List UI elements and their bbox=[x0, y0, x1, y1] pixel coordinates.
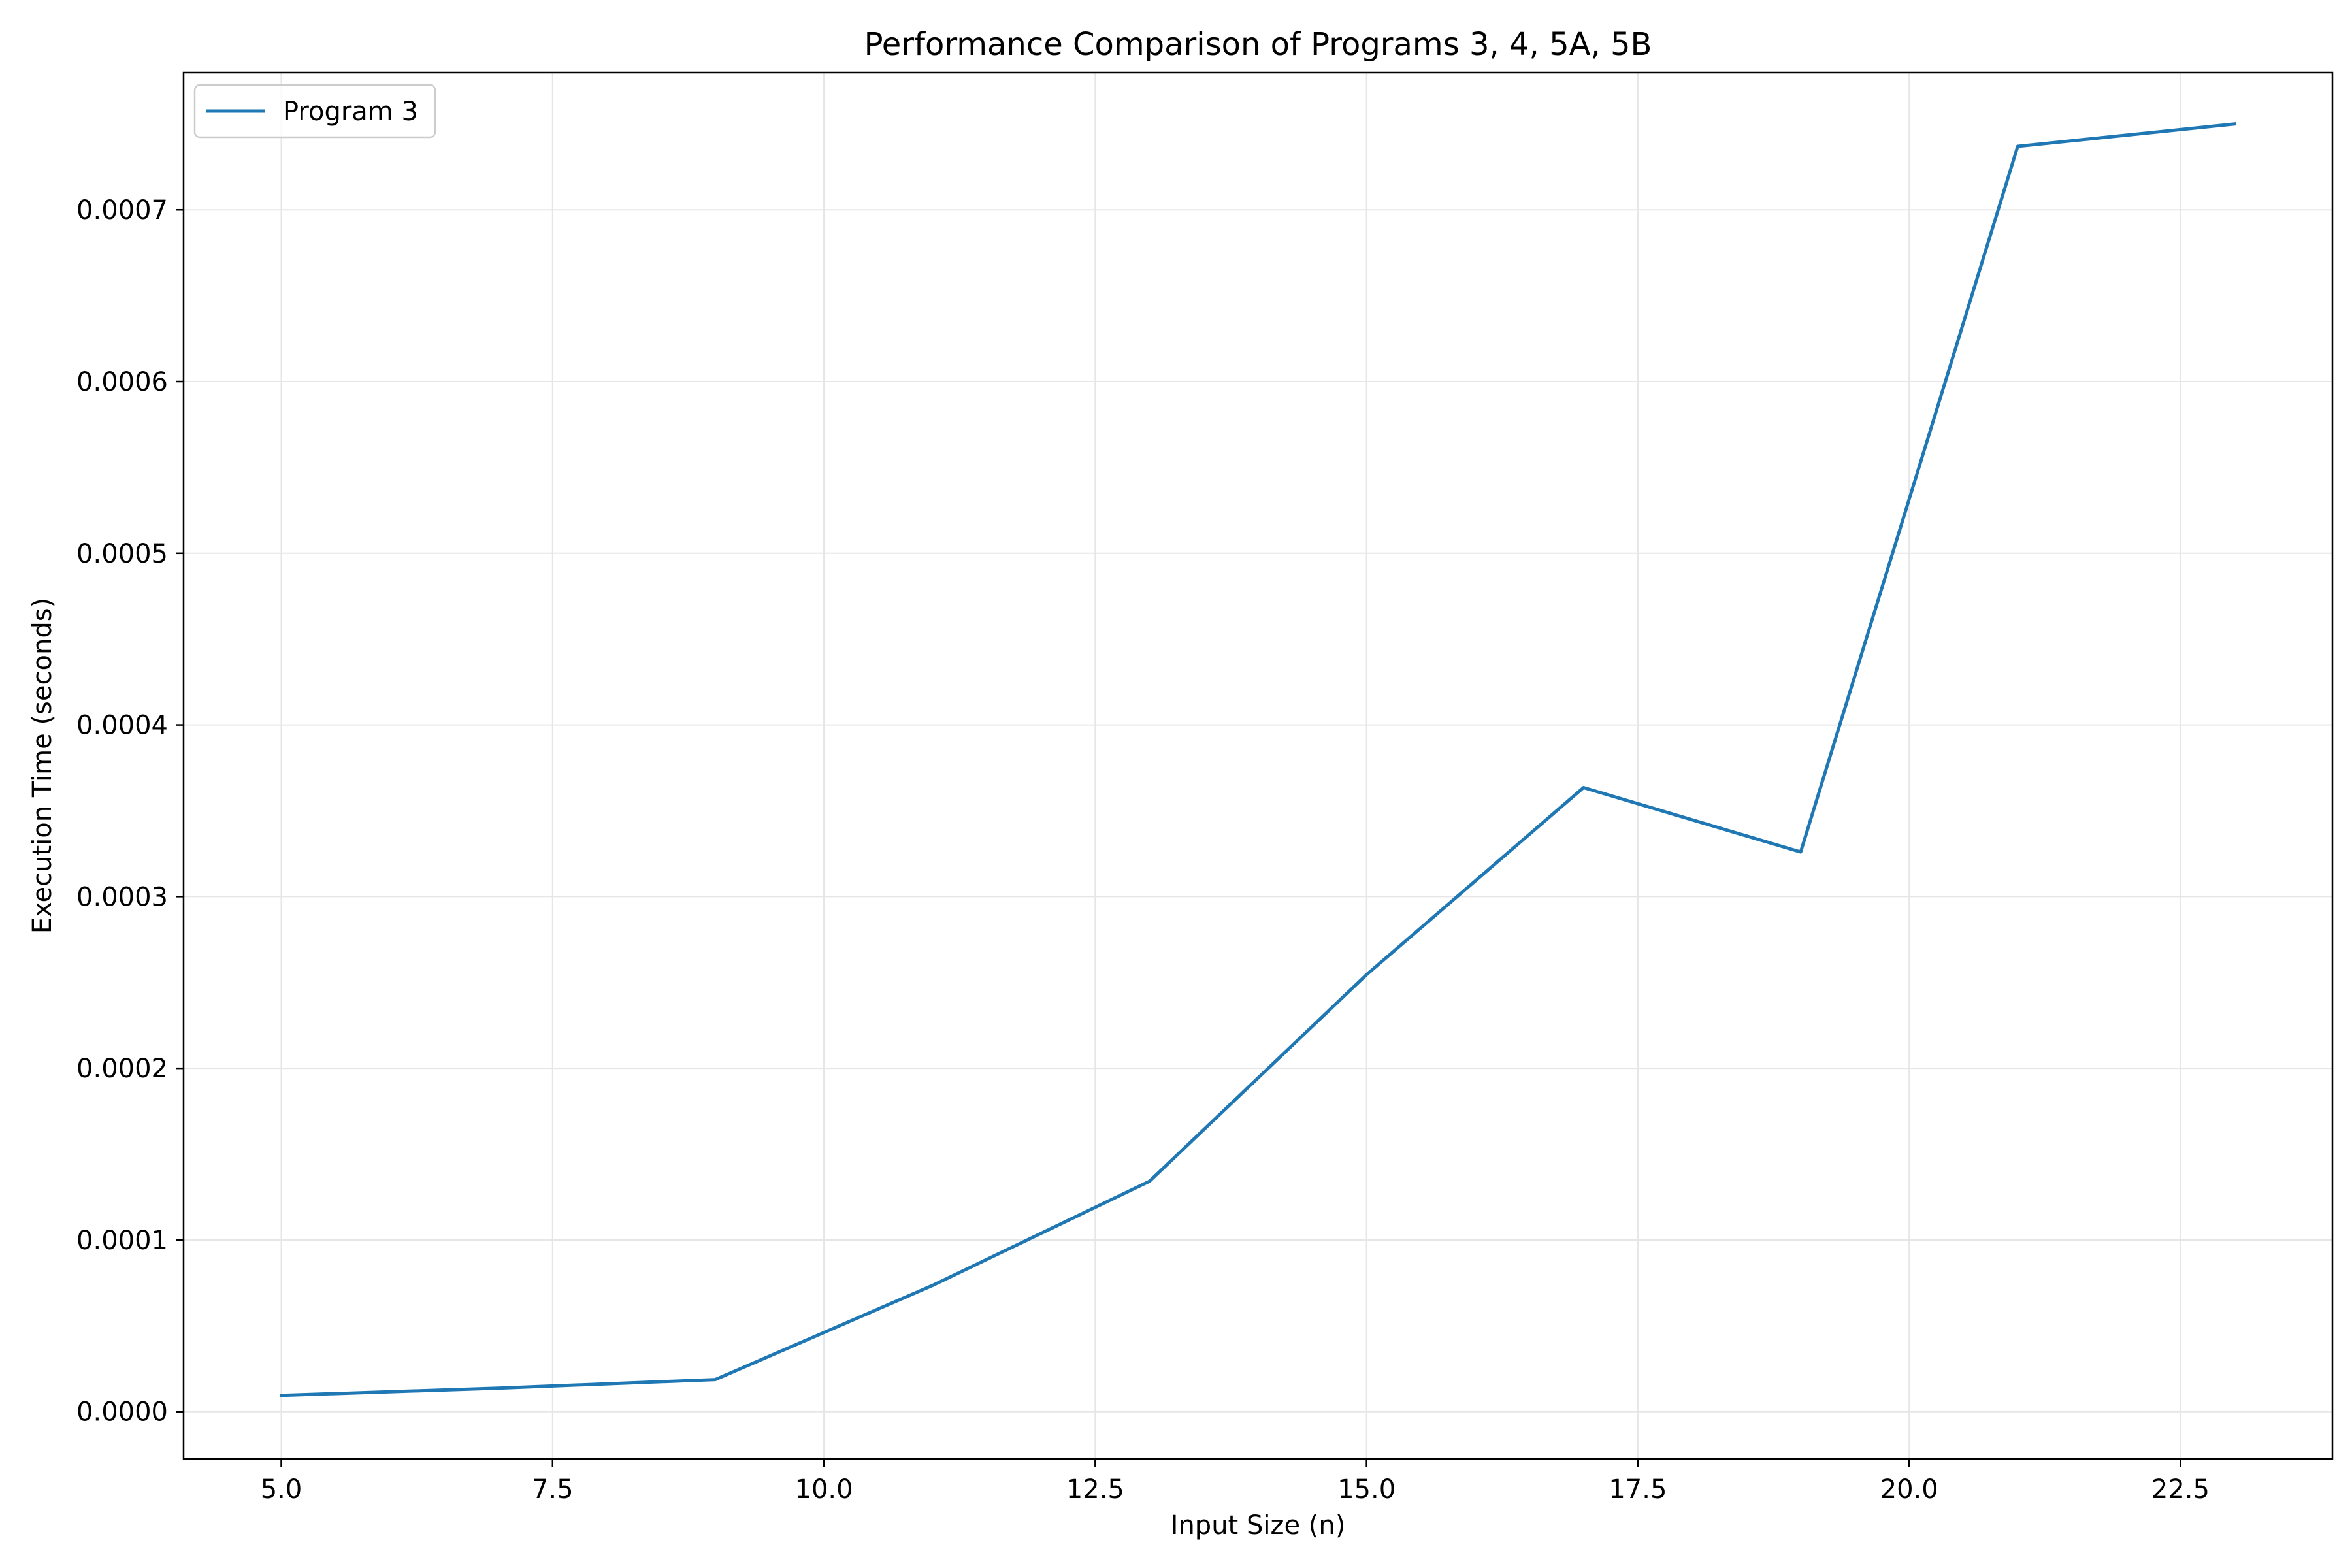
legend: Program 3 bbox=[193, 84, 436, 139]
y-tick-label: 0.0001 bbox=[76, 1226, 168, 1256]
x-tick-label: 17.5 bbox=[1609, 1475, 1667, 1505]
x-tick-label: 5.0 bbox=[261, 1475, 302, 1505]
plot-frame bbox=[182, 71, 2334, 1460]
x-axis-label: Input Size (n) bbox=[1171, 1511, 1346, 1541]
series-layer bbox=[279, 122, 2237, 1397]
x-tick-label: 22.5 bbox=[2151, 1475, 2210, 1505]
y-tick-label: 0.0004 bbox=[76, 711, 168, 741]
y-tick-label: 0.0006 bbox=[76, 367, 168, 397]
x-tick-label: 20.0 bbox=[1880, 1475, 1938, 1505]
x-tick-label: 7.5 bbox=[532, 1475, 574, 1505]
y-axis-ticks: 0.0000 0.0001 0.0002 0.0003 0.0004 0.0005 0.00… bbox=[76, 195, 184, 1428]
y-tick-label: 0.0007 bbox=[76, 195, 168, 225]
y-tick-label: 0.0002 bbox=[76, 1054, 168, 1084]
x-tick-label: 10.0 bbox=[795, 1475, 853, 1505]
x-tick-label: 12.5 bbox=[1066, 1475, 1124, 1505]
chart-title: Performance Comparison of Programs 3, 4,… bbox=[864, 26, 1652, 63]
y-axis-label: Execution Time (seconds) bbox=[27, 598, 57, 934]
grid-lines bbox=[184, 73, 2332, 1459]
legend-box bbox=[193, 84, 436, 139]
x-axis-ticks: 5.0 7.5 10.0 12.5 15.0 17.5 20.0 22.5 bbox=[261, 1459, 2210, 1505]
y-tick-label: 0.0005 bbox=[76, 539, 168, 569]
y-tick-label: 0.0000 bbox=[76, 1397, 168, 1428]
legend-label: Program 3 bbox=[283, 97, 418, 127]
x-tick-label: 15.0 bbox=[1337, 1475, 1396, 1505]
series-line-program-3 bbox=[279, 122, 2237, 1397]
y-tick-label: 0.0003 bbox=[76, 882, 168, 912]
